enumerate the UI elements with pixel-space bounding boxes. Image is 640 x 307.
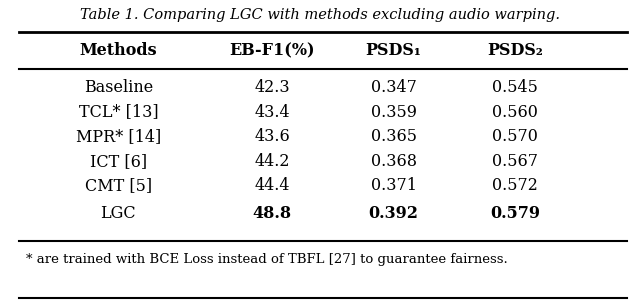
Text: MPR* [14]: MPR* [14]	[76, 128, 161, 145]
Text: 0.392: 0.392	[369, 205, 419, 222]
Text: 0.359: 0.359	[371, 103, 417, 121]
Text: EB-F1(%): EB-F1(%)	[229, 42, 315, 59]
Text: 0.368: 0.368	[371, 153, 417, 170]
Text: CMT [5]: CMT [5]	[85, 177, 152, 194]
Text: 43.4: 43.4	[254, 103, 290, 121]
Text: 42.3: 42.3	[254, 79, 290, 96]
Text: 48.8: 48.8	[252, 205, 292, 222]
Text: PSDS₂: PSDS₂	[487, 42, 543, 59]
Text: Table 1. Comparing LGC with methods excluding audio warping.: Table 1. Comparing LGC with methods excl…	[80, 8, 560, 22]
Text: LGC: LGC	[100, 205, 136, 222]
Text: 0.572: 0.572	[492, 177, 538, 194]
Text: TCL* [13]: TCL* [13]	[79, 103, 158, 121]
Text: * are trained with BCE Loss instead of TBFL [27] to guarantee fairness.: * are trained with BCE Loss instead of T…	[26, 253, 508, 266]
Text: 0.570: 0.570	[492, 128, 538, 145]
Text: Baseline: Baseline	[84, 79, 153, 96]
Text: Methods: Methods	[79, 42, 157, 59]
Text: 43.6: 43.6	[254, 128, 290, 145]
Text: 0.579: 0.579	[490, 205, 540, 222]
Text: 0.371: 0.371	[371, 177, 417, 194]
Text: 44.2: 44.2	[254, 153, 290, 170]
Text: 0.545: 0.545	[492, 79, 538, 96]
Text: 44.4: 44.4	[254, 177, 290, 194]
Text: 0.347: 0.347	[371, 79, 417, 96]
Text: ICT [6]: ICT [6]	[90, 153, 147, 170]
Text: 0.365: 0.365	[371, 128, 417, 145]
Text: 0.560: 0.560	[492, 103, 538, 121]
Text: PSDS₁: PSDS₁	[365, 42, 422, 59]
Text: 0.567: 0.567	[492, 153, 538, 170]
